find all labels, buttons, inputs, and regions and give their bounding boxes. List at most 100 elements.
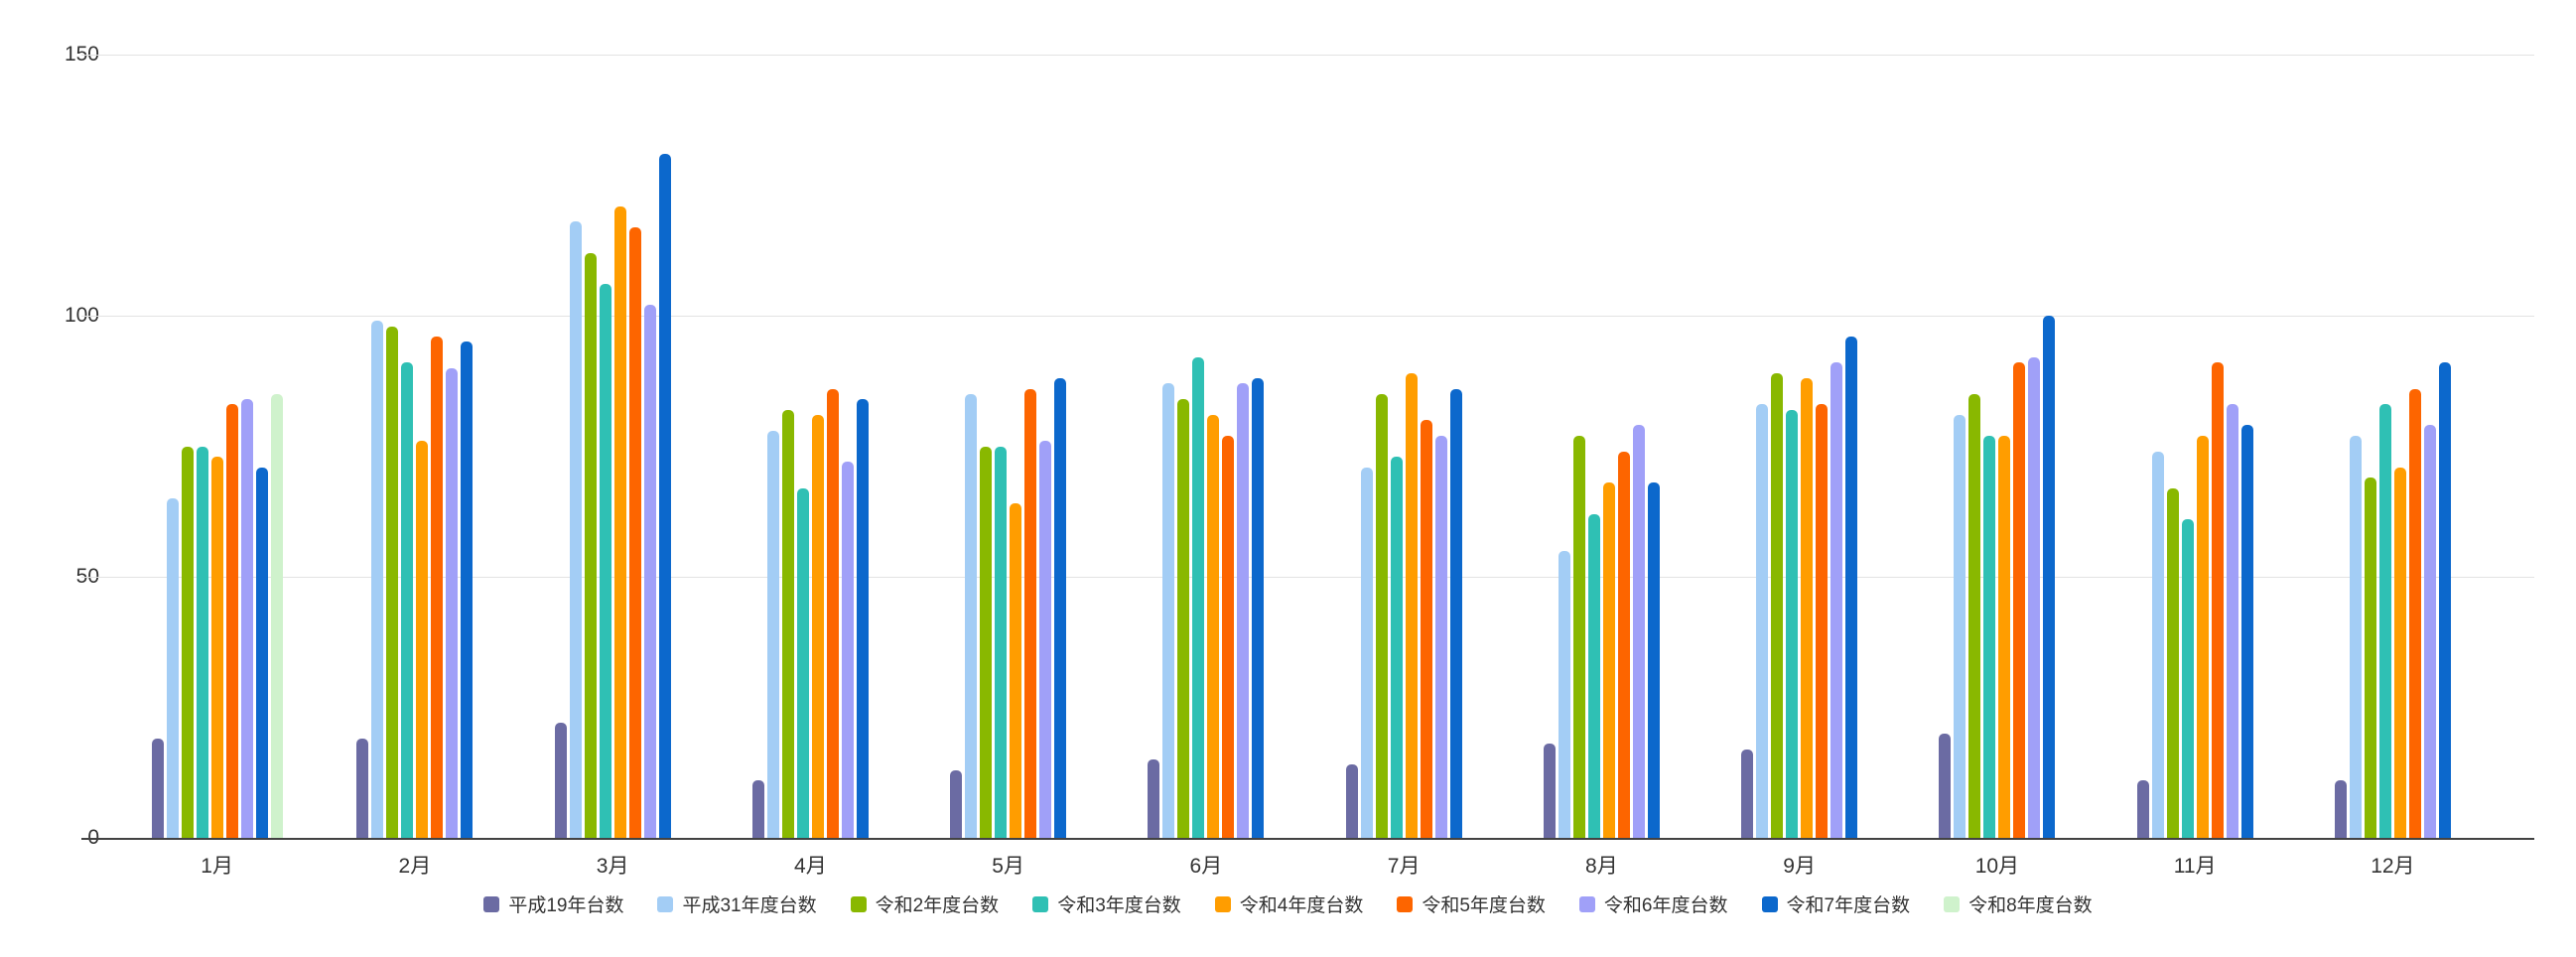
bar-平成31年度台数-4月[interactable]	[766, 430, 779, 838]
bar-令和5年度台数-1月[interactable]	[225, 404, 238, 838]
bar-令和4年度台数-4月[interactable]	[811, 414, 824, 838]
bar-平成31年度台数-2月[interactable]	[371, 321, 384, 838]
bar-平成19年台数-6月[interactable]	[1148, 759, 1160, 838]
bar-令和4年度台数-7月[interactable]	[1405, 372, 1418, 838]
bar-令和7年度台数-5月[interactable]	[1054, 378, 1067, 838]
bar-令和2年度台数-4月[interactable]	[781, 409, 794, 838]
bar-令和2年度台数-9月[interactable]	[1771, 372, 1784, 838]
bar-令和6年度台数-1月[interactable]	[240, 399, 253, 838]
bar-平成31年度台数-8月[interactable]	[1558, 550, 1570, 838]
bar-令和7年度台数-11月[interactable]	[2240, 425, 2253, 838]
bar-令和6年度台数-12月[interactable]	[2423, 425, 2436, 838]
bar-令和2年度台数-11月[interactable]	[2166, 487, 2179, 838]
bar-令和3年度台数-8月[interactable]	[1587, 513, 1600, 838]
bar-平成31年度台数-6月[interactable]	[1162, 383, 1175, 838]
bar-令和3年度台数-10月[interactable]	[1983, 435, 1996, 838]
bar-令和5年度台数-9月[interactable]	[1816, 404, 1829, 838]
bar-平成19年台数-9月[interactable]	[1741, 749, 1754, 838]
bar-令和7年度台数-2月[interactable]	[461, 342, 474, 838]
bar-令和6年度台数-6月[interactable]	[1237, 383, 1250, 838]
bar-令和2年度台数-3月[interactable]	[584, 252, 597, 838]
bar-令和3年度台数-12月[interactable]	[2378, 404, 2391, 838]
bar-令和4年度台数-9月[interactable]	[1801, 378, 1814, 838]
bar-令和5年度台数-6月[interactable]	[1222, 435, 1235, 838]
bar-平成19年台数-12月[interactable]	[2334, 780, 2347, 838]
bar-平成19年台数-4月[interactable]	[751, 780, 764, 838]
legend-item-令和4年度台数[interactable]: 令和4年度台数	[1214, 890, 1363, 917]
bar-令和6年度台数-11月[interactable]	[2226, 404, 2238, 838]
bar-平成19年台数-8月[interactable]	[1543, 744, 1556, 838]
bar-令和8年度台数-1月[interactable]	[270, 393, 283, 838]
bar-令和7年度台数-6月[interactable]	[1252, 378, 1265, 838]
bar-平成31年度台数-10月[interactable]	[1954, 414, 1966, 838]
bar-令和7年度台数-4月[interactable]	[856, 399, 869, 838]
bar-令和5年度台数-3月[interactable]	[628, 226, 641, 838]
bar-令和5年度台数-10月[interactable]	[2013, 362, 2026, 838]
bar-令和7年度台数-8月[interactable]	[1647, 482, 1660, 838]
bar-平成31年度台数-5月[interactable]	[965, 393, 978, 838]
bar-令和3年度台数-4月[interactable]	[796, 487, 809, 838]
bar-令和2年度台数-2月[interactable]	[386, 326, 399, 838]
bar-平成31年度台数-11月[interactable]	[2151, 451, 2164, 838]
bar-令和2年度台数-6月[interactable]	[1177, 399, 1190, 838]
bar-令和6年度台数-8月[interactable]	[1632, 425, 1645, 838]
bar-令和3年度台数-5月[interactable]	[995, 446, 1008, 838]
legend-item-令和6年度台数[interactable]: 令和6年度台数	[1578, 890, 1728, 917]
bar-令和4年度台数-12月[interactable]	[2393, 467, 2406, 838]
legend-item-令和7年度台数[interactable]: 令和7年度台数	[1761, 890, 1910, 917]
legend-item-平成31年度台数[interactable]: 平成31年度台数	[657, 890, 817, 917]
bar-令和2年度台数-7月[interactable]	[1375, 393, 1388, 838]
bar-令和4年度台数-2月[interactable]	[416, 441, 429, 838]
bar-令和5年度台数-11月[interactable]	[2211, 362, 2224, 838]
bar-平成19年台数-5月[interactable]	[950, 769, 963, 838]
bar-令和6年度台数-5月[interactable]	[1039, 441, 1052, 838]
bar-令和7年度台数-12月[interactable]	[2438, 362, 2451, 838]
legend-item-令和2年度台数[interactable]: 令和2年度台数	[850, 890, 999, 917]
bar-令和2年度台数-12月[interactable]	[2364, 478, 2376, 838]
bar-令和4年度台数-6月[interactable]	[1207, 414, 1220, 838]
bar-平成31年度台数-9月[interactable]	[1756, 404, 1769, 838]
bar-令和6年度台数-10月[interactable]	[2028, 357, 2041, 838]
bar-令和4年度台数-11月[interactable]	[2196, 435, 2209, 838]
bar-令和3年度台数-3月[interactable]	[599, 284, 611, 838]
bar-平成31年度台数-12月[interactable]	[2349, 435, 2362, 838]
bar-令和6年度台数-9月[interactable]	[1830, 362, 1843, 838]
bar-令和4年度台数-3月[interactable]	[613, 205, 626, 838]
bar-令和6年度台数-7月[interactable]	[1434, 435, 1447, 838]
bar-令和4年度台数-8月[interactable]	[1602, 482, 1615, 838]
bar-令和3年度台数-9月[interactable]	[1786, 409, 1799, 838]
bar-令和4年度台数-10月[interactable]	[1998, 435, 2011, 838]
bar-令和7年度台数-9月[interactable]	[1845, 337, 1858, 838]
bar-令和6年度台数-3月[interactable]	[643, 305, 656, 838]
bar-令和3年度台数-11月[interactable]	[2181, 519, 2194, 838]
bar-令和7年度台数-7月[interactable]	[1449, 388, 1462, 838]
bar-平成19年台数-10月[interactable]	[1939, 733, 1952, 838]
bar-令和2年度台数-5月[interactable]	[980, 446, 993, 838]
bar-令和5年度台数-12月[interactable]	[2408, 388, 2421, 838]
bar-令和3年度台数-1月[interactable]	[196, 446, 208, 838]
bar-平成19年台数-2月[interactable]	[356, 739, 369, 838]
bar-令和4年度台数-1月[interactable]	[210, 457, 223, 838]
bar-令和7年度台数-1月[interactable]	[255, 467, 268, 838]
bar-令和6年度台数-4月[interactable]	[841, 462, 854, 838]
bar-令和5年度台数-2月[interactable]	[431, 337, 444, 838]
bar-平成31年度台数-7月[interactable]	[1360, 467, 1373, 838]
bar-令和2年度台数-8月[interactable]	[1572, 435, 1585, 838]
bar-令和3年度台数-6月[interactable]	[1192, 357, 1205, 838]
bar-令和4年度台数-5月[interactable]	[1010, 503, 1022, 838]
bar-令和7年度台数-10月[interactable]	[2043, 316, 2056, 838]
bar-平成19年台数-11月[interactable]	[2136, 780, 2149, 838]
bar-令和2年度台数-10月[interactable]	[1968, 393, 1981, 838]
bar-平成19年台数-1月[interactable]	[151, 739, 164, 838]
bar-令和6年度台数-2月[interactable]	[446, 367, 459, 838]
bar-令和5年度台数-5月[interactable]	[1024, 388, 1037, 838]
bar-令和5年度台数-8月[interactable]	[1617, 451, 1630, 838]
legend-item-平成19年台数[interactable]: 平成19年台数	[483, 890, 623, 917]
legend-item-令和8年度台数[interactable]: 令和8年度台数	[1944, 890, 2093, 917]
bar-令和3年度台数-7月[interactable]	[1390, 457, 1403, 838]
bar-令和5年度台数-7月[interactable]	[1420, 420, 1432, 838]
bar-令和3年度台数-2月[interactable]	[401, 362, 414, 838]
bar-令和5年度台数-4月[interactable]	[826, 388, 839, 838]
bar-令和2年度台数-1月[interactable]	[181, 446, 194, 838]
bar-平成19年台数-3月[interactable]	[554, 723, 567, 838]
